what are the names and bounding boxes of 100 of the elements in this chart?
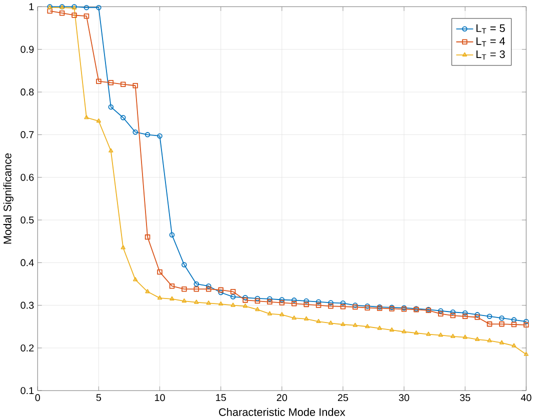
point <box>218 290 224 295</box>
point <box>84 13 90 19</box>
x-tick-label: 30 <box>398 394 410 402</box>
point <box>304 298 309 304</box>
point <box>486 314 492 319</box>
x-tick-label: 35 <box>460 394 470 402</box>
point <box>96 4 102 10</box>
point <box>511 317 517 322</box>
point <box>279 296 285 302</box>
point <box>512 343 516 348</box>
x-tick-label: 15 <box>216 394 226 401</box>
point <box>328 303 334 309</box>
point <box>182 298 187 302</box>
point <box>194 281 200 286</box>
x-tick-label: 20 <box>276 394 288 402</box>
point <box>279 300 285 306</box>
point <box>72 12 77 18</box>
point <box>108 148 114 152</box>
point <box>144 234 150 240</box>
point <box>267 296 272 302</box>
y-tick-label: 0.2 <box>20 344 34 352</box>
x-tick-label: 40 <box>520 394 532 402</box>
point <box>340 304 346 310</box>
point <box>426 332 431 336</box>
point <box>194 286 200 292</box>
legend-label: L$_{T}$ = 5 <box>476 24 505 34</box>
point <box>280 312 284 316</box>
point <box>304 302 309 307</box>
point <box>206 286 212 292</box>
point <box>486 321 492 327</box>
point <box>120 114 126 120</box>
point <box>524 322 529 328</box>
y-tick-label: 1 <box>29 3 34 10</box>
x-tick-label: 0 <box>35 394 40 402</box>
point <box>474 314 480 320</box>
point <box>96 118 102 122</box>
point <box>316 318 321 323</box>
point <box>402 328 406 334</box>
y-tick-label: 0.5 <box>20 216 34 224</box>
point <box>96 78 102 84</box>
point <box>120 244 126 250</box>
point <box>340 322 346 326</box>
point <box>438 311 444 316</box>
point <box>242 294 248 300</box>
point <box>218 301 224 306</box>
point <box>47 8 52 14</box>
point <box>499 340 504 344</box>
point <box>511 322 517 327</box>
point <box>499 321 504 327</box>
y-axis-title: Modal Significance <box>3 153 14 244</box>
y-tick-label: 0.6 <box>20 174 34 181</box>
point <box>182 286 187 292</box>
point <box>316 299 322 304</box>
point <box>328 300 334 306</box>
point <box>242 297 248 303</box>
point <box>438 332 444 337</box>
point <box>316 302 322 308</box>
point <box>169 232 175 238</box>
point <box>132 129 138 135</box>
y-tick-label: 0.7 <box>20 131 34 138</box>
point <box>108 104 114 110</box>
point <box>218 287 224 292</box>
point <box>169 283 175 289</box>
point <box>291 300 297 306</box>
point <box>108 80 114 86</box>
point <box>144 132 150 138</box>
y-tick-label: 0.3 <box>20 302 34 309</box>
point <box>474 336 480 341</box>
point <box>462 314 468 319</box>
point <box>450 312 456 318</box>
point <box>438 308 444 314</box>
y-tick-label: 0.4 <box>20 258 34 266</box>
point <box>157 295 162 300</box>
point <box>487 338 492 342</box>
point <box>120 82 126 87</box>
point <box>462 310 468 316</box>
legend-label: L$_{T}$ = 4 <box>476 37 506 46</box>
x-tick-label: 25 <box>338 394 348 402</box>
point <box>157 269 162 275</box>
x-tick-label: 10 <box>155 394 165 402</box>
legend-label: L$_{T}$ = 3 <box>476 50 505 60</box>
point <box>254 298 260 304</box>
point <box>450 334 456 338</box>
point <box>206 283 212 289</box>
point <box>340 300 346 306</box>
point <box>157 133 162 138</box>
point <box>194 300 199 304</box>
point <box>230 294 236 300</box>
point <box>377 326 382 330</box>
point <box>230 288 236 294</box>
point <box>182 262 187 268</box>
point <box>59 10 65 16</box>
point <box>291 297 297 303</box>
point <box>462 334 468 339</box>
point <box>255 306 260 311</box>
x-axis-title: Characteristic Mode Index <box>219 408 346 416</box>
point <box>267 311 272 316</box>
point <box>292 315 296 320</box>
point <box>132 82 138 88</box>
point <box>365 324 370 328</box>
